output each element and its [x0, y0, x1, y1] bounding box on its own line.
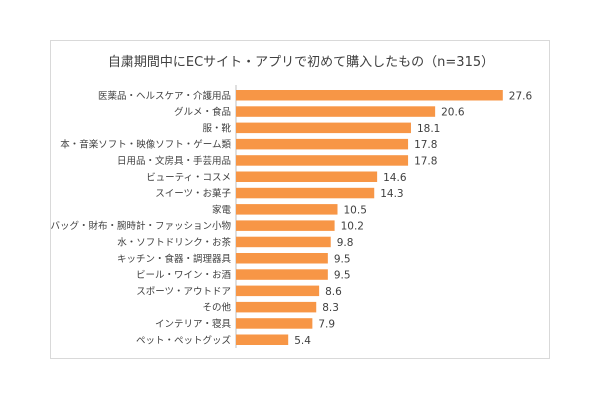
- bar: [236, 220, 335, 231]
- category-label: スポーツ・アウトドア: [136, 286, 231, 297]
- bar: [236, 285, 320, 297]
- bar-chart: 医薬品・ヘルスケア・介護用品 27.6 グルメ・食品 20.6 服・靴 18.1 本・音楽ソ…: [51, 85, 533, 348]
- value-label: 8.6: [325, 286, 342, 298]
- chart-title: 自粛期間中にECサイト・アプリで初めて購入したもの（n=315）: [107, 55, 495, 70]
- bar: [236, 106, 436, 117]
- value-label: 17.8: [414, 139, 437, 151]
- bar: [236, 318, 313, 329]
- bar: [236, 171, 378, 182]
- bar: [236, 122, 411, 134]
- value-label: 17.8: [414, 155, 437, 167]
- category-label: バッグ・財布・腕時計・ファッション小物: [51, 220, 231, 232]
- value-label: 14.3: [380, 188, 403, 200]
- value-label: 7.9: [318, 318, 335, 330]
- bar: [236, 236, 331, 248]
- bar: [236, 204, 338, 215]
- category-label: ビューティ・コスメ: [146, 172, 231, 183]
- category-label: グルメ・食品: [174, 106, 231, 118]
- bar: [236, 138, 409, 150]
- category-label: ビール・ワイン・お酒: [136, 270, 232, 281]
- bar: [236, 334, 289, 345]
- category-label: インテリア・寝具: [155, 318, 232, 330]
- value-label: 27.6: [509, 90, 533, 102]
- bar: [236, 155, 409, 166]
- bar: [236, 253, 328, 264]
- bar: [236, 187, 375, 199]
- category-label: キッチン・食器・調理器具: [117, 253, 232, 265]
- chart-frame: 自粛期間中にECサイト・アプリで初めて購入したもの（n=315） 医薬品・ヘルス…: [50, 40, 550, 359]
- value-label: 18.1: [417, 123, 440, 135]
- category-label: 本・音楽ソフト・映像ソフト・ゲーム類: [60, 139, 231, 151]
- category-label: 日用品・文房具・手芸用品: [117, 155, 231, 167]
- category-label: スイーツ・お菓子: [155, 188, 231, 200]
- category-label: その他: [202, 302, 231, 314]
- category-label: 服・靴: [202, 122, 231, 134]
- value-label: 14.6: [383, 172, 407, 184]
- value-label: 9.5: [334, 253, 351, 265]
- value-label: 8.3: [322, 302, 339, 314]
- value-label: 9.5: [334, 270, 351, 282]
- category-label: 家電: [212, 204, 232, 216]
- category-label: ペット・ペットグッズ: [136, 334, 232, 346]
- bar: [236, 269, 328, 280]
- bar: [236, 301, 317, 313]
- value-label: 10.2: [341, 221, 364, 233]
- category-label: 水・ソフトドリンク・お茶: [117, 236, 231, 248]
- category-label: 医薬品・ヘルスケア・介護用品: [98, 90, 231, 102]
- value-label: 20.6: [441, 107, 465, 119]
- value-label: 9.8: [337, 237, 354, 249]
- value-label: 5.4: [294, 335, 311, 347]
- bar: [236, 90, 503, 101]
- value-label: 10.5: [344, 204, 367, 216]
